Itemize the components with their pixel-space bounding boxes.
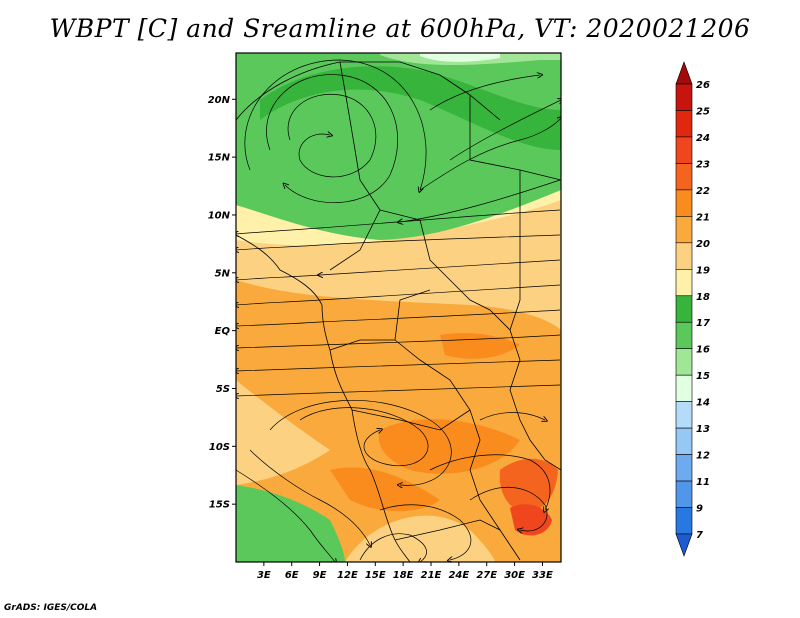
colorbar-label: 19 (696, 265, 710, 276)
colorbar-swatch (675, 374, 693, 402)
lat-tick-label: 5N (215, 268, 231, 279)
lat-tick-label: 10S (209, 442, 230, 453)
lon-tick-label: 15E (365, 570, 386, 581)
lat-tick-label: EQ (215, 326, 231, 337)
colorbar-label: 18 (696, 292, 710, 303)
colorbar-label: 7 (696, 530, 703, 541)
colorbar-label: 20 (696, 239, 710, 250)
colorbar-label: 14 (696, 398, 710, 409)
lat-tick-label: 10N (208, 210, 231, 221)
colorbar-label: 25 (696, 106, 710, 117)
lat-tick-label: 15S (209, 500, 230, 511)
field-fill (420, 53, 500, 62)
colorbar-swatch (675, 110, 693, 138)
colorbar-swatch (675, 61, 693, 85)
credit-label: GrADS: IGES/COLA (4, 603, 98, 613)
colorbar-swatch (675, 83, 693, 111)
lon-tick-label: 21E (421, 570, 442, 581)
field-fill (378, 419, 520, 474)
lon-tick-label: 18E (393, 570, 414, 581)
colorbar-label: 23 (696, 159, 710, 170)
lon-tick-label: 9E (313, 570, 327, 581)
lon-tick-label: 27E (476, 570, 497, 581)
colorbar-label: 11 (696, 477, 710, 488)
colorbar-swatch (675, 242, 693, 270)
lat-tick-label: 5S (216, 384, 230, 395)
lat-axis: 20N 15N 10N 5N EQ 5S 10S 15S (208, 95, 236, 511)
lon-tick-label: 24E (448, 570, 469, 581)
map-panel (236, 53, 561, 562)
map-frame (235, 52, 562, 563)
lon-tick-label: 6E (285, 570, 299, 581)
field-fill (260, 66, 561, 150)
field-fill (330, 467, 440, 512)
colorbar-label: 21 (696, 212, 710, 223)
map-title: WBPT [C] and Sreamline at 600hPa, VT: 20… (49, 14, 751, 43)
colorbar-label: 13 (696, 424, 710, 435)
colorbar-swatch (675, 427, 693, 455)
colorbar-label: 24 (696, 133, 710, 144)
field-fill (440, 333, 520, 359)
colorbar-swatch (675, 268, 693, 297)
field-fill (499, 458, 558, 513)
colorbar-label: 9 (696, 504, 703, 515)
colorbar-swatch (675, 454, 693, 482)
colorbar-swatch (675, 401, 693, 429)
lon-axis: 3E 6E 9E 12E 15E 18E 21E 24E 27E 30E 33E (257, 562, 553, 581)
colorbar-swatch (675, 507, 693, 535)
colorbar-swatch (675, 163, 693, 191)
colorbar-label: 15 (696, 371, 710, 382)
streamlines (236, 59, 561, 562)
field-fill (345, 515, 495, 562)
lat-tick-label: 20N (208, 95, 231, 106)
colorbar-under-swatch (675, 533, 693, 557)
colorbar-label: 12 (696, 451, 710, 462)
lon-tick-label: 30E (504, 570, 525, 581)
colorbar-swatch (675, 295, 693, 323)
field-fill (236, 485, 345, 562)
lon-tick-label: 33E (532, 570, 553, 581)
colorbar-swatch (675, 189, 693, 217)
colorbar-swatch (675, 480, 693, 508)
colorbar-label: 17 (696, 318, 710, 329)
colorbar-label: 16 (696, 345, 710, 356)
colorbar-swatch (675, 136, 693, 164)
lon-tick-label: 12E (337, 570, 358, 581)
lat-tick-label: 15N (208, 153, 231, 164)
colorbar-swatch (675, 321, 693, 350)
colorbar-label: 22 (696, 186, 710, 197)
colorbar: 26 25 24 23 22 21 20 19 18 17 16 15 14 13 12 11 9 7 (675, 61, 710, 557)
lon-tick-label: 3E (257, 570, 271, 581)
colorbar-swatch (675, 348, 693, 376)
colorbar-swatch (675, 216, 693, 244)
colorbar-label: 26 (696, 80, 710, 91)
